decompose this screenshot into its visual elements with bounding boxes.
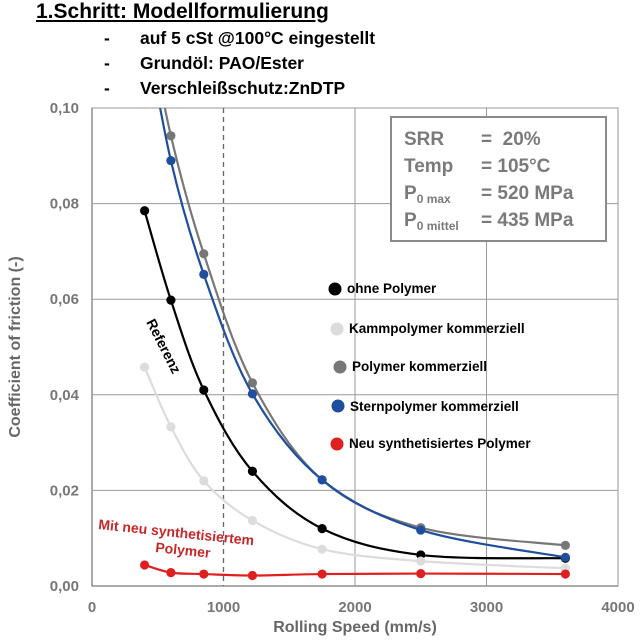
data-point <box>166 155 176 166</box>
data-point <box>199 269 209 279</box>
y-tick-label: 0,00 <box>50 578 79 595</box>
bullet-text: Grundöl: PAO/Ester <box>140 53 304 73</box>
data-point <box>199 385 209 395</box>
legend-label-neu-synthetisiert: Neu synthetisiertes Polymer <box>349 436 531 451</box>
x-tick-label: 2000 <box>338 599 371 616</box>
conditions-box: SRR = 20% Temp = 105°C P0 max = 520 MPa … <box>390 116 607 242</box>
series-layer <box>140 108 571 581</box>
data-point <box>317 475 327 485</box>
y-axis-label: Coefficient of friction (-) <box>7 256 24 437</box>
data-point <box>560 540 571 550</box>
data-point <box>199 249 209 259</box>
legend-label-ohne-polymer: ohne Polymer <box>347 281 437 296</box>
bullet-marker: - <box>104 78 110 98</box>
data-point <box>247 570 258 581</box>
legend: ohne Polymer Kammpolymer kommerziell Pol… <box>328 281 531 451</box>
data-point <box>247 466 258 476</box>
data-point <box>416 556 426 566</box>
conditions-box-frame <box>390 116 607 242</box>
y-axis-ticks: 0,00 0,02 0,04 0,06 0,08 0,10 <box>50 100 80 595</box>
condition-temp-value: = 105°C <box>481 156 551 177</box>
data-point <box>416 568 426 579</box>
bullet-wear-protection: - Verschleißschutz:ZnDTP <box>104 78 345 99</box>
y-tick-label: 0,06 <box>50 291 79 308</box>
bullet-viscosity: - auf 5 cSt @100°C eingestellt <box>104 28 375 49</box>
condition-srr-label: SRR <box>404 129 444 150</box>
data-point <box>317 569 327 579</box>
condition-p0mittel-label: P0 mittel <box>404 210 459 233</box>
data-point <box>166 131 176 141</box>
legend-marker-ohne-polymer <box>328 282 342 296</box>
y-tick-label: 0,04 <box>50 387 80 404</box>
y-tick-label: 0,02 <box>50 482 79 499</box>
condition-p0max-value: = 520 MPa <box>481 183 574 204</box>
data-point <box>166 568 176 578</box>
x-axis-label: Rolling Speed (mm/s) <box>273 619 437 636</box>
data-point <box>247 389 258 399</box>
data-point <box>560 552 571 562</box>
bullet-base-oil: - Grundöl: PAO/Ester <box>104 53 304 74</box>
bullet-text: Verschleißschutz:ZnDTP <box>140 78 346 98</box>
x-tick-label: 1000 <box>207 599 240 616</box>
condition-p0max-label: P0 max <box>404 183 451 206</box>
legend-label-sternpolymer: Sternpolymer kommerziell <box>350 399 519 414</box>
bullet-marker: - <box>104 28 110 48</box>
data-point <box>247 515 258 526</box>
data-point <box>140 560 150 570</box>
slide-title: 1.Schritt: Modellformulierung <box>36 0 329 23</box>
data-point <box>140 362 150 372</box>
data-point <box>247 378 258 388</box>
y-tick-label: 0,08 <box>50 196 79 213</box>
annotation-new-polymer-line2: Polymer <box>155 539 212 561</box>
condition-temp-label: Temp <box>404 156 453 177</box>
data-point <box>199 569 209 579</box>
bullet-text: auf 5 cSt @100°C eingestellt <box>140 28 376 48</box>
x-axis-ticks: 0 1000 2000 3000 4000 <box>88 599 635 616</box>
x-tick-label: 3000 <box>470 599 503 616</box>
legend-marker-polymer-kommerziell <box>333 360 347 374</box>
data-point <box>560 569 571 579</box>
legend-marker-neu-synthetisiert <box>330 437 344 451</box>
legend-marker-sternpolymer <box>331 399 345 413</box>
condition-p0mittel-value: = 435 MPa <box>481 210 574 231</box>
bullet-marker: - <box>104 53 110 73</box>
data-point <box>416 525 426 535</box>
data-point <box>166 295 176 305</box>
data-point <box>317 544 327 554</box>
data-point <box>166 422 176 432</box>
legend-label-polymer-kommerziell: Polymer kommerziell <box>352 359 487 374</box>
condition-srr-value: = 20% <box>481 129 541 150</box>
legend-label-kammpolymer: Kammpolymer kommerziell <box>349 321 525 336</box>
x-tick-label: 4000 <box>601 599 634 616</box>
data-point <box>317 524 327 534</box>
data-point <box>140 206 150 216</box>
y-tick-label: 0,10 <box>50 100 79 117</box>
x-tick-label: 0 <box>88 599 96 616</box>
data-point <box>199 476 209 486</box>
legend-marker-kammpolymer <box>330 322 344 336</box>
